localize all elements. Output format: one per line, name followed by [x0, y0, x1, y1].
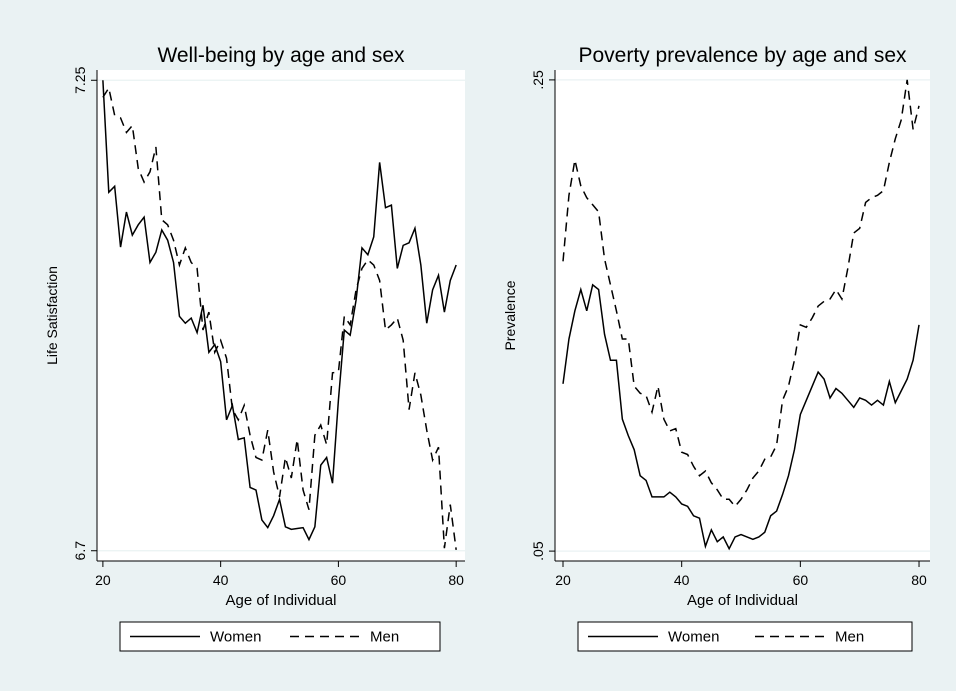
data-line: [102, 85, 457, 550]
legend-label: Men: [370, 629, 399, 646]
data-line: [102, 80, 457, 542]
x-tick-label: 40: [674, 572, 690, 588]
x-tick-label: 80: [911, 572, 927, 588]
x-axis-label: Age of Individual: [687, 592, 798, 609]
plot-area: [555, 70, 930, 561]
chart-title: Well-being by age and sex: [157, 44, 405, 67]
legend-label: Women: [210, 629, 261, 646]
y-tick-label: .05: [530, 541, 546, 561]
x-tick-label: 60: [793, 572, 809, 588]
data-line: [562, 79, 920, 508]
x-tick-label: 20: [555, 572, 571, 588]
x-tick-label: 60: [331, 572, 347, 588]
x-axis-label: Age of Individual: [226, 592, 337, 609]
y-tick-label: 7.25: [72, 66, 88, 93]
y-tick-label: .25: [530, 70, 546, 90]
y-tick-label: 6.7: [72, 541, 88, 561]
x-tick-label: 20: [95, 572, 111, 588]
plot-area: [97, 70, 465, 561]
y-axis-label: Life Satisfaction: [44, 266, 60, 365]
legend-label: Women: [668, 629, 719, 646]
chart-title: Poverty prevalence by age and sex: [578, 44, 907, 67]
y-axis-label: Prevalence: [502, 280, 518, 350]
x-tick-label: 80: [448, 572, 464, 588]
x-tick-label: 40: [213, 572, 229, 588]
data-line: [562, 283, 920, 551]
legend-label: Men: [835, 629, 864, 646]
